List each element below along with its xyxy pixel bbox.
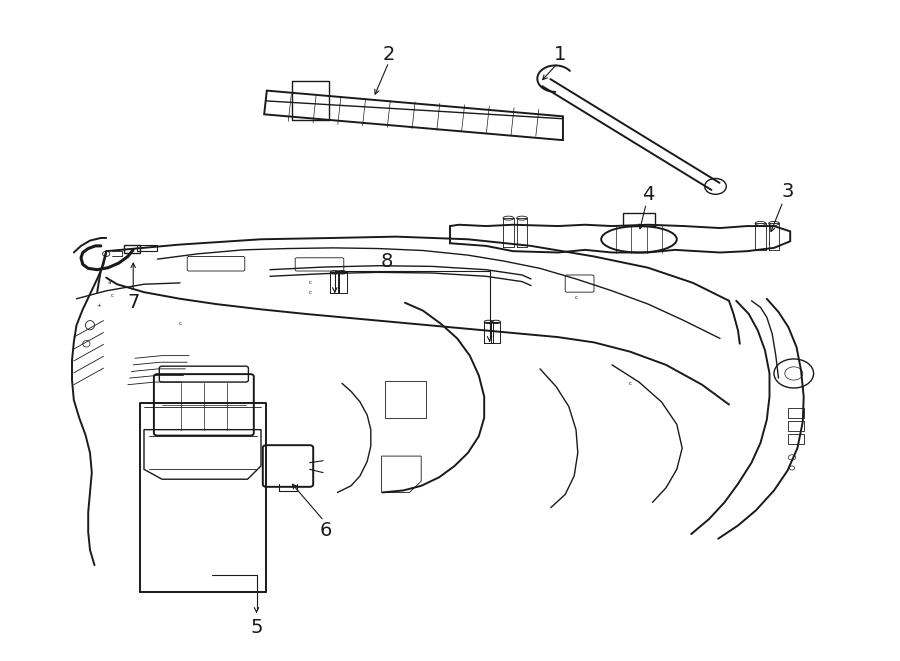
Bar (788, 421, 804, 431)
Text: c: c (574, 295, 578, 300)
Text: c: c (309, 290, 312, 295)
Bar (623, 213, 655, 226)
Text: 2: 2 (382, 45, 395, 63)
Text: 4: 4 (642, 185, 654, 204)
Text: c: c (309, 280, 312, 286)
Bar (137, 245, 157, 251)
Text: 6: 6 (320, 521, 332, 539)
Text: c: c (178, 321, 182, 327)
Text: 7: 7 (127, 293, 140, 312)
Bar (124, 245, 140, 253)
Text: +: + (96, 303, 102, 309)
Text: 5: 5 (250, 619, 263, 637)
Text: 8: 8 (381, 253, 393, 271)
Bar (788, 408, 804, 418)
Text: c: c (111, 293, 114, 299)
Text: a: a (108, 280, 112, 286)
Text: 3: 3 (781, 182, 794, 201)
Bar (788, 434, 804, 444)
Text: c: c (628, 381, 632, 386)
Bar (385, 381, 426, 418)
Text: 1: 1 (554, 45, 566, 63)
